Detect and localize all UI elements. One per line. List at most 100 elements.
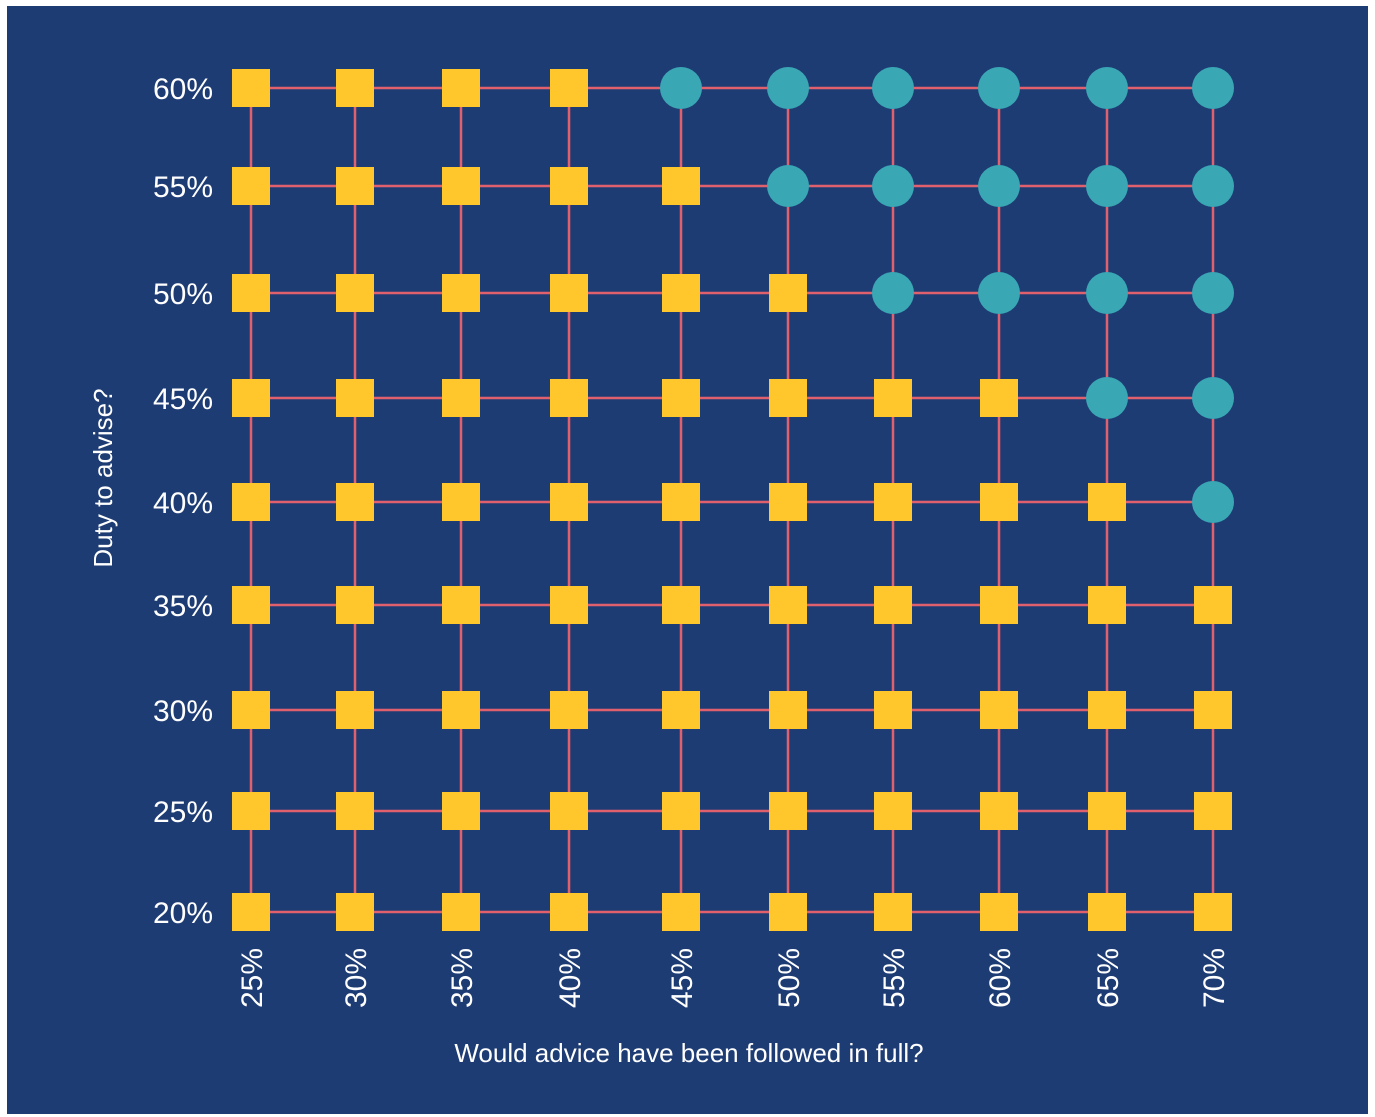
marker-square-x45%-y20%: [662, 893, 700, 931]
marker-square-x60%-y20%: [980, 893, 1018, 931]
marker-circle-x60%-y50%: [978, 272, 1020, 314]
y-tick-label: 55%: [153, 171, 213, 204]
marker-circle-x55%-y55%: [872, 165, 914, 207]
marker-square-x30%-y35%: [336, 586, 374, 624]
marker-square-x60%-y25%: [980, 792, 1018, 830]
marker-square-x25%-y25%: [232, 792, 270, 830]
marker-square-x45%-y45%: [662, 379, 700, 417]
marker-square-x50%-y40%: [769, 483, 807, 521]
marker-square-x40%-y60%: [550, 69, 588, 107]
marker-square-x55%-y25%: [874, 792, 912, 830]
gridlines: [249, 86, 1215, 914]
marker-square-x50%-y35%: [769, 586, 807, 624]
marker-square-x40%-y35%: [550, 586, 588, 624]
marker-square-x30%-y50%: [336, 274, 374, 312]
marker-circle-x55%-y50%: [872, 272, 914, 314]
marker-square-x60%-y45%: [980, 379, 1018, 417]
y-tick-label: 50%: [153, 278, 213, 311]
y-tick-label: 25%: [153, 796, 213, 829]
marker-square-x30%-y20%: [336, 893, 374, 931]
y-tick-labels: 20% 25% 30% 35% 40% 45% 50% 55% 60%: [153, 73, 213, 930]
marker-square-x45%-y35%: [662, 586, 700, 624]
marker-square-x30%-y40%: [336, 483, 374, 521]
marker-square-x35%-y45%: [442, 379, 480, 417]
marker-square-x50%-y45%: [769, 379, 807, 417]
marker-circle-x65%-y55%: [1086, 165, 1128, 207]
marker-square-x40%-y55%: [550, 167, 588, 205]
y-tick-label: 40%: [153, 487, 213, 520]
marker-square-x55%-y45%: [874, 379, 912, 417]
marker-square-x40%-y20%: [550, 893, 588, 931]
markers: [232, 67, 1234, 931]
marker-circle-x70%-y40%: [1192, 481, 1234, 523]
marker-circle-x65%-y60%: [1086, 67, 1128, 109]
marker-square-x60%-y35%: [980, 586, 1018, 624]
marker-square-x65%-y35%: [1088, 586, 1126, 624]
y-tick-label: 20%: [153, 897, 213, 930]
x-tick-label: 35%: [446, 948, 479, 1008]
x-tick-label: 30%: [340, 948, 373, 1008]
y-tick-label: 30%: [153, 695, 213, 728]
marker-square-x35%-y60%: [442, 69, 480, 107]
marker-square-x70%-y30%: [1194, 691, 1232, 729]
marker-square-x70%-y25%: [1194, 792, 1232, 830]
y-tick-label: 35%: [153, 590, 213, 623]
marker-circle-x45%-y60%: [660, 67, 702, 109]
marker-square-x55%-y20%: [874, 893, 912, 931]
marker-square-x40%-y45%: [550, 379, 588, 417]
marker-square-x35%-y55%: [442, 167, 480, 205]
marker-circle-x50%-y60%: [767, 67, 809, 109]
marker-square-x30%-y30%: [336, 691, 374, 729]
marker-square-x45%-y30%: [662, 691, 700, 729]
marker-square-x70%-y35%: [1194, 586, 1232, 624]
marker-square-x50%-y30%: [769, 691, 807, 729]
marker-square-x55%-y35%: [874, 586, 912, 624]
marker-square-x30%-y25%: [336, 792, 374, 830]
marker-circle-x70%-y55%: [1192, 165, 1234, 207]
marker-square-x65%-y40%: [1088, 483, 1126, 521]
marker-square-x50%-y50%: [769, 274, 807, 312]
y-tick-label: 60%: [153, 73, 213, 106]
marker-square-x25%-y60%: [232, 69, 270, 107]
marker-square-x35%-y50%: [442, 274, 480, 312]
y-tick-label: 45%: [153, 383, 213, 416]
marker-circle-x55%-y60%: [872, 67, 914, 109]
marker-square-x65%-y30%: [1088, 691, 1126, 729]
x-tick-label: 50%: [773, 948, 806, 1008]
marker-square-x35%-y40%: [442, 483, 480, 521]
marker-square-x25%-y55%: [232, 167, 270, 205]
marker-square-x35%-y35%: [442, 586, 480, 624]
marker-square-x30%-y55%: [336, 167, 374, 205]
marker-square-x35%-y30%: [442, 691, 480, 729]
marker-circle-x70%-y60%: [1192, 67, 1234, 109]
x-tick-label: 55%: [878, 948, 911, 1008]
marker-square-x35%-y25%: [442, 792, 480, 830]
x-tick-label: 40%: [554, 948, 587, 1008]
marker-circle-x60%-y60%: [978, 67, 1020, 109]
marker-circle-x65%-y45%: [1086, 377, 1128, 419]
marker-square-x40%-y30%: [550, 691, 588, 729]
marker-square-x40%-y40%: [550, 483, 588, 521]
marker-square-x30%-y60%: [336, 69, 374, 107]
marker-square-x45%-y50%: [662, 274, 700, 312]
marker-square-x25%-y40%: [232, 483, 270, 521]
marker-square-x65%-y25%: [1088, 792, 1126, 830]
marker-square-x35%-y20%: [442, 893, 480, 931]
marker-square-x30%-y45%: [336, 379, 374, 417]
marker-square-x50%-y20%: [769, 893, 807, 931]
marker-circle-x70%-y50%: [1192, 272, 1234, 314]
x-axis-title: Would advice have been followed in full?: [454, 1038, 923, 1068]
x-tick-label: 45%: [666, 948, 699, 1008]
marker-circle-x50%-y55%: [767, 165, 809, 207]
marker-square-x45%-y55%: [662, 167, 700, 205]
marker-circle-x70%-y45%: [1192, 377, 1234, 419]
marker-square-x55%-y30%: [874, 691, 912, 729]
x-tick-labels: 25% 30% 35% 40% 45% 50% 55% 60% 65% 70%: [236, 948, 1231, 1008]
x-tick-label: 65%: [1092, 948, 1125, 1008]
marker-square-x40%-y50%: [550, 274, 588, 312]
marker-square-x55%-y40%: [874, 483, 912, 521]
marker-square-x70%-y20%: [1194, 893, 1232, 931]
marker-square-x40%-y25%: [550, 792, 588, 830]
x-tick-label: 70%: [1198, 948, 1231, 1008]
